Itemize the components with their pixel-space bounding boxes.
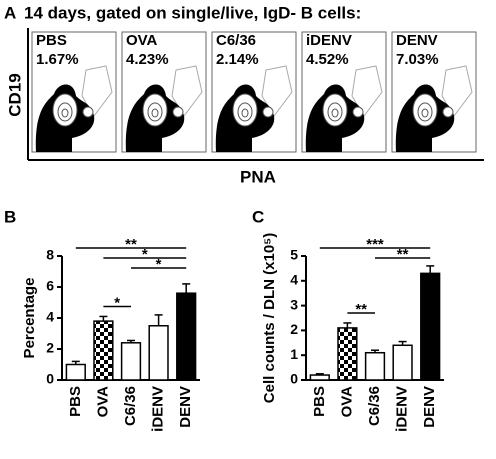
bar: [337, 327, 358, 381]
bar: [176, 292, 197, 381]
contour: [421, 108, 429, 118]
x-tick-label: DENV: [177, 386, 194, 428]
plot-label: DENV: [396, 32, 438, 49]
contour: [82, 106, 94, 118]
x-tick-label: DENV: [421, 386, 438, 428]
y-tick-label: 0: [46, 371, 54, 387]
plot-label: iDENV: [306, 32, 352, 49]
contour: [417, 102, 433, 122]
y-tick-label: 4: [290, 272, 298, 288]
bar: [309, 374, 330, 381]
y-axis-title: CD19: [5, 73, 24, 116]
plot-label: C6/36: [216, 32, 256, 49]
contour: [412, 93, 438, 127]
bar: [420, 272, 441, 381]
significance-label: *: [156, 256, 162, 273]
contour: [147, 102, 163, 122]
significance-label: **: [125, 236, 137, 253]
x-tick-label: OVA: [338, 386, 355, 418]
x-tick-label: PBS: [311, 386, 328, 417]
contour: [237, 102, 253, 122]
contour: [232, 93, 258, 127]
bar: [364, 351, 386, 381]
x-tick-label: PBS: [67, 386, 84, 417]
bar: [120, 342, 142, 381]
plot-label: OVA: [126, 32, 158, 49]
gate: [351, 65, 383, 117]
y-tick-label: 2: [290, 321, 298, 337]
x-axis-title: PNA: [240, 167, 276, 186]
y-tick-label: 2: [46, 340, 54, 356]
y-tick-label: 3: [290, 296, 298, 312]
panel-title: 14 days, gated on single/live, IgD- B ce…: [24, 3, 361, 22]
contour: [61, 108, 69, 118]
y-tick-label: 8: [46, 247, 54, 263]
contour: [151, 108, 159, 118]
y-tick-label: 0: [290, 371, 298, 387]
significance-label: *: [142, 246, 148, 263]
y-tick-label: 4: [46, 309, 54, 325]
gate: [81, 65, 113, 117]
panel-letter: C: [252, 207, 264, 226]
bar: [148, 325, 169, 381]
y-tick-label: 6: [46, 278, 54, 294]
gate-percent: 7.03%: [396, 51, 439, 68]
gate-percent: 2.14%: [216, 51, 259, 68]
significance-label: **: [355, 301, 367, 318]
significance-label: ***: [366, 236, 384, 253]
significance-label: *: [114, 294, 120, 311]
contour: [241, 108, 249, 118]
bar: [392, 344, 413, 381]
gate-percent: 4.23%: [126, 51, 169, 68]
bar: [65, 363, 86, 381]
contour: [331, 108, 339, 118]
contour: [52, 93, 78, 127]
gate: [261, 65, 293, 117]
gate-percent: 1.67%: [36, 51, 79, 68]
contour: [322, 93, 348, 127]
contour: [172, 106, 184, 118]
x-tick-label: OVA: [94, 386, 111, 418]
gate-percent: 4.52%: [306, 51, 349, 68]
gate: [171, 65, 203, 117]
panel-letter: A: [4, 3, 16, 22]
panel-letter: B: [4, 207, 16, 226]
y-tick-label: 1: [290, 346, 298, 362]
significance-label: **: [397, 246, 409, 263]
contour: [262, 106, 274, 118]
x-tick-label: iDENV: [394, 386, 411, 432]
contour: [442, 106, 454, 118]
contour: [142, 93, 168, 127]
y-tick-label: 5: [290, 247, 298, 263]
x-tick-label: C6/36: [122, 386, 139, 426]
bar: [93, 320, 114, 381]
contour: [327, 102, 343, 122]
contour: [57, 102, 73, 122]
y-axis-title: Percentage: [21, 278, 38, 359]
x-tick-label: iDENV: [150, 386, 167, 432]
contour: [352, 106, 364, 118]
plot-label: PBS: [36, 32, 67, 49]
x-tick-label: C6/36: [366, 386, 383, 426]
y-axis-title: Cell counts / DLN (x10⁵): [261, 233, 278, 403]
gate: [441, 65, 473, 117]
